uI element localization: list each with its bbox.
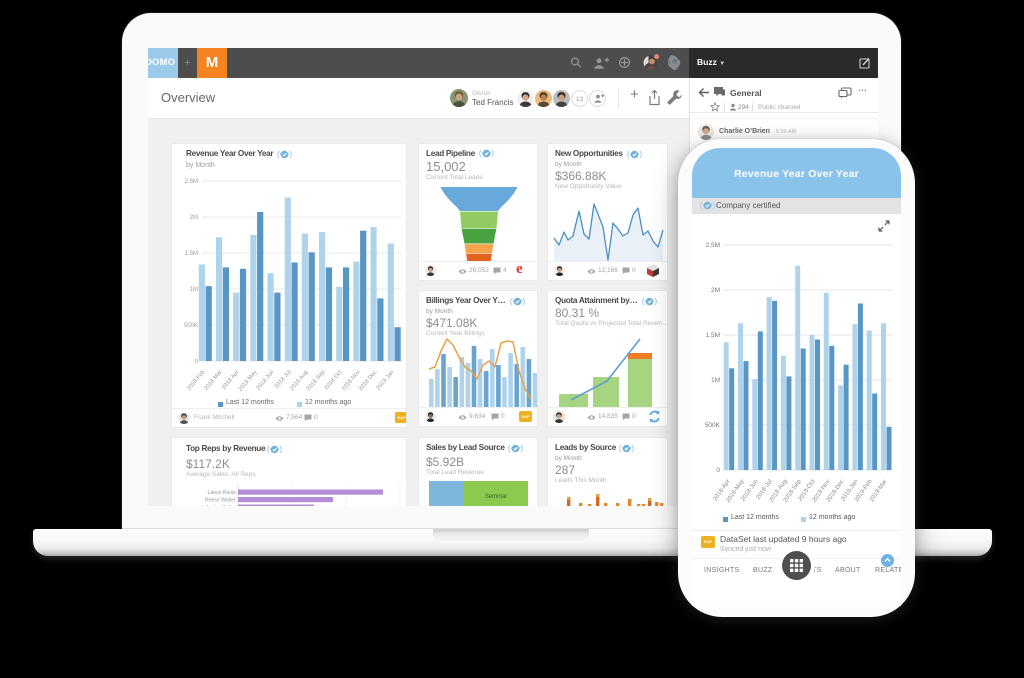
svg-text:Lance Rivas: Lance Rivas <box>207 490 236 496</box>
svg-text:1.5M: 1.5M <box>185 251 198 257</box>
svg-text:2018 Jun: 2018 Jun <box>256 369 276 391</box>
svg-text:2.5M: 2.5M <box>706 242 720 249</box>
svg-text:2.5M: 2.5M <box>185 179 198 185</box>
svg-text:1.5M: 1.5M <box>706 332 720 339</box>
svg-text:500K: 500K <box>184 323 198 329</box>
svg-text:2018 Sep: 2018 Sep <box>306 369 327 392</box>
svg-text:Jordan Fuller: Jordan Fuller <box>206 505 237 506</box>
svg-text:2018 Mar: 2018 Mar <box>203 369 223 392</box>
svg-text:2018 May: 2018 May <box>238 369 259 392</box>
svg-text:500K: 500K <box>705 422 721 429</box>
svg-text:Reese Walter: Reese Walter <box>205 498 237 504</box>
svg-text:2M: 2M <box>190 215 198 221</box>
svg-text:2019 Jan: 2019 Jan <box>376 369 396 391</box>
svg-text:2M: 2M <box>711 287 720 294</box>
svg-text:0: 0 <box>716 467 720 474</box>
svg-text:0: 0 <box>195 359 199 365</box>
svg-text:1M: 1M <box>190 287 198 293</box>
svg-text:1M: 1M <box>711 377 720 384</box>
